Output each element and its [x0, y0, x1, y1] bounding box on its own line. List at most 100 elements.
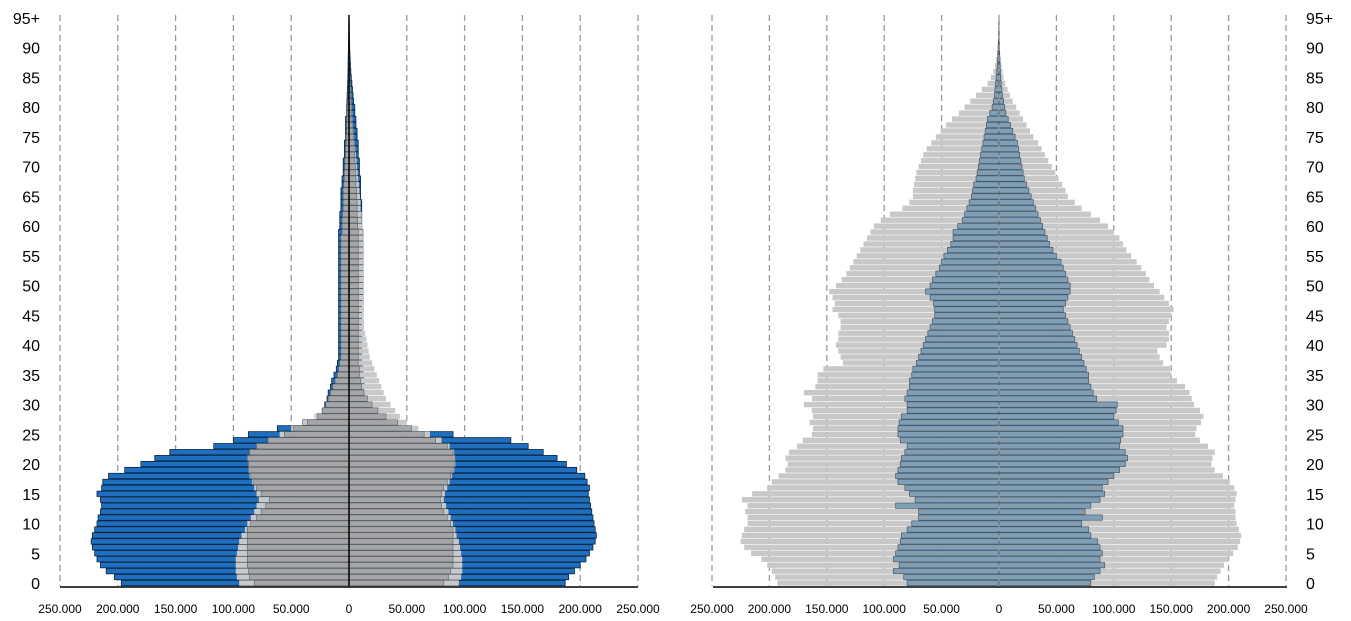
- bar-left-background-age-52: [846, 271, 999, 277]
- bar-left-foreground-age-56: [946, 246, 1000, 253]
- bar-left-background-age-54: [853, 259, 999, 265]
- bar-left-background-age-63: [902, 205, 999, 211]
- x-tick-label: 50.000: [1038, 602, 1075, 616]
- bar-left-inner-age-54: [340, 258, 350, 265]
- bar-left-inner-age-16: [256, 484, 350, 491]
- bar-right-background-age-81: [999, 98, 1013, 104]
- bar-right-inner-age-34: [348, 377, 361, 384]
- age-tick-label: 90: [22, 41, 40, 58]
- bar-right-inner-age-9: [348, 526, 454, 533]
- bar-right-foreground-age-9: [998, 526, 1089, 533]
- bar-right-foreground-age-63: [998, 205, 1037, 212]
- bar-right-background-age-7: [999, 538, 1241, 545]
- bar-left-inner-age-23: [256, 443, 350, 450]
- bar-left-background-age-48: [832, 294, 999, 301]
- bar-right-background-age-53: [999, 265, 1142, 271]
- bar-left-background-age-84: [987, 80, 999, 87]
- bar-left-inner-age-40: [340, 342, 350, 349]
- x-tick-label: 200.000: [1207, 602, 1251, 616]
- bar-left-inner-age-56: [340, 246, 350, 253]
- bar-right-background-age-58: [999, 235, 1120, 241]
- bar-left-foreground-age-19: [897, 466, 1000, 474]
- bar-left-background-age-85: [990, 74, 999, 81]
- bar-right-inner-age-10: [348, 520, 452, 527]
- age-tick-label: 45: [1306, 308, 1324, 325]
- bar-right-foreground-age-77: [998, 122, 1011, 129]
- bar-right-inner-age-30: [348, 401, 373, 408]
- bar-left-background-age-19: [785, 467, 999, 473]
- bar-right-background-age-70: [999, 163, 1052, 170]
- bar-right-background-age-68: [999, 175, 1059, 182]
- bar-left-inner-age-22: [249, 449, 350, 456]
- bar-left-foreground-age-53: [938, 264, 1000, 271]
- bar-right-inner-age-49: [348, 288, 359, 295]
- bar-left-foreground-age-35: [911, 371, 1000, 378]
- bar-right-inner-age-21: [348, 455, 456, 462]
- bar-right-inner-age-47: [348, 300, 359, 307]
- bar-right-foreground-age-3: [998, 562, 1105, 569]
- age-tick-label: 40: [22, 338, 40, 355]
- bar-right-inner-age-7: [348, 538, 454, 545]
- x-tick-label: 100.000: [1092, 602, 1136, 616]
- bar-right-background-age-50: [999, 282, 1154, 289]
- bar-left-foreground-age-40: [922, 342, 1000, 349]
- bar-right-inner-age-24: [348, 437, 436, 444]
- bar-left-background-age-66: [912, 187, 999, 194]
- bar-left-foreground-age-2: [893, 568, 1000, 575]
- bar-left-inner-age-31: [327, 395, 350, 402]
- bar-left-background-age-82: [976, 92, 999, 98]
- bar-right-foreground-age-34: [998, 377, 1089, 384]
- bar-right-background-age-4: [999, 556, 1229, 562]
- bar-right-foreground-age-67: [998, 181, 1027, 188]
- bar-left-foreground-age-62: [964, 211, 1000, 218]
- bar-left-foreground-age-46: [934, 306, 1000, 313]
- bar-right-inner-age-23: [348, 443, 448, 450]
- bar-left-inner-age-18: [250, 472, 350, 479]
- bar-left-background-age-46: [832, 306, 999, 313]
- bar-left-foreground-age-25: [897, 431, 1000, 438]
- bar-left-foreground-age-71: [979, 157, 1000, 164]
- bar-right-foreground-age-22: [998, 449, 1126, 456]
- age-tick-label: 85: [1306, 70, 1324, 87]
- bar-left-inner-age-51: [340, 276, 350, 283]
- bar-left-inner-age-45: [340, 312, 350, 319]
- bar-right-inner-age-6: [348, 544, 454, 551]
- bar-left-inner-age-12: [260, 508, 350, 515]
- bar-right-inner-age-22: [348, 449, 454, 456]
- bar-left-inner-age-49: [340, 288, 350, 295]
- bar-right-light-age-39: [349, 348, 369, 354]
- gridlines: [59, 15, 639, 586]
- bar-left-inner-age-26: [293, 425, 350, 432]
- bar-left-foreground-age-75: [983, 133, 1000, 140]
- bar-left-inner-age-19: [248, 467, 350, 473]
- bar-left-background-age-73: [926, 146, 999, 152]
- bar-left-foreground-age-39: [920, 348, 1000, 355]
- bar-left-foreground-age-10: [911, 520, 1000, 527]
- bar-right-foreground-age-58: [998, 235, 1048, 242]
- bar-right-background-age-51: [999, 277, 1150, 283]
- bar-right-foreground-age-8: [998, 532, 1092, 539]
- bar-left-inner-age-10: [250, 520, 350, 527]
- age-tick-label: 50: [1306, 279, 1324, 296]
- bar-right-background-age-45: [999, 312, 1172, 319]
- bar-right-foreground-age-71: [998, 157, 1022, 164]
- bar-right-light-age-34: [349, 378, 380, 384]
- bar-right-foreground-age-70: [998, 163, 1023, 170]
- bar-right-inner-age-59: [348, 229, 359, 236]
- x-tick-label: 100.000: [443, 602, 487, 616]
- bar-left-foreground-age-54: [941, 258, 1000, 265]
- bar-left-foreground-age-26: [897, 425, 1000, 432]
- age-tick-label: 25: [22, 427, 40, 444]
- bar-left-inner-age-1: [249, 574, 350, 581]
- bar-left-foreground-age-81: [992, 98, 1000, 105]
- bar-right-light-age-36: [349, 366, 375, 372]
- age-tick-label: 10: [22, 517, 40, 534]
- bar-left-foreground-age-69: [976, 169, 1000, 176]
- bar-left-background-age-20: [787, 461, 999, 467]
- bar-right-background-age-1: [999, 574, 1218, 580]
- bar-left-inner-age-3: [246, 562, 350, 569]
- bar-right-foreground-age-75: [998, 133, 1016, 140]
- age-tick-label: 20: [22, 457, 40, 474]
- bar-left-inner-age-36: [338, 365, 350, 372]
- age-tick-label: 65: [1306, 189, 1324, 206]
